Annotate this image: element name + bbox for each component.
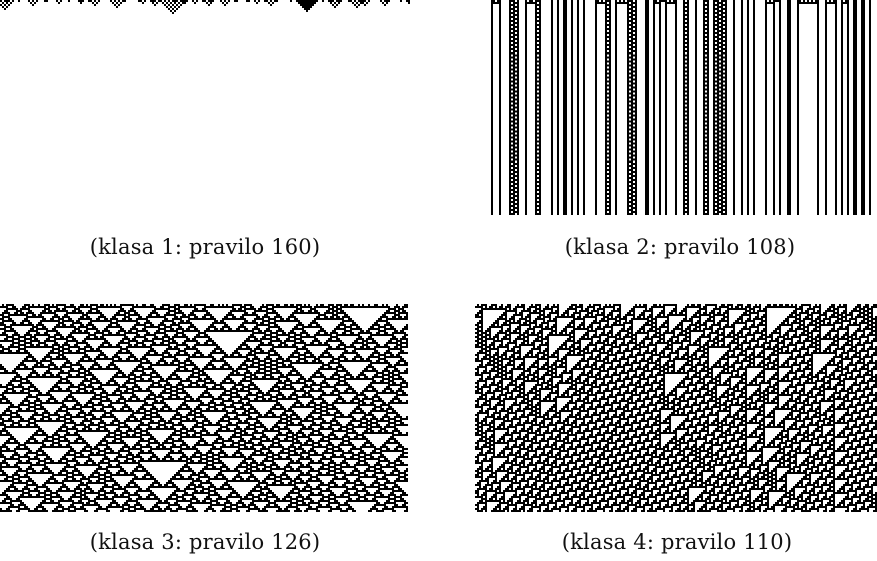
ca-evolution-rule-108 bbox=[483, 0, 877, 215]
caption-rule-160: (klasa 1: pravilo 160) bbox=[0, 235, 410, 259]
ca-evolution-rule-126 bbox=[0, 304, 408, 512]
ca-evolution-rule-110 bbox=[475, 304, 877, 512]
ca-evolution-rule-160 bbox=[0, 0, 410, 215]
caption-rule-108: (klasa 2: pravilo 108) bbox=[475, 235, 877, 259]
caption-rule-126: (klasa 3: pravilo 126) bbox=[0, 530, 410, 554]
caption-rule-110: (klasa 4: pravilo 110) bbox=[472, 530, 877, 554]
